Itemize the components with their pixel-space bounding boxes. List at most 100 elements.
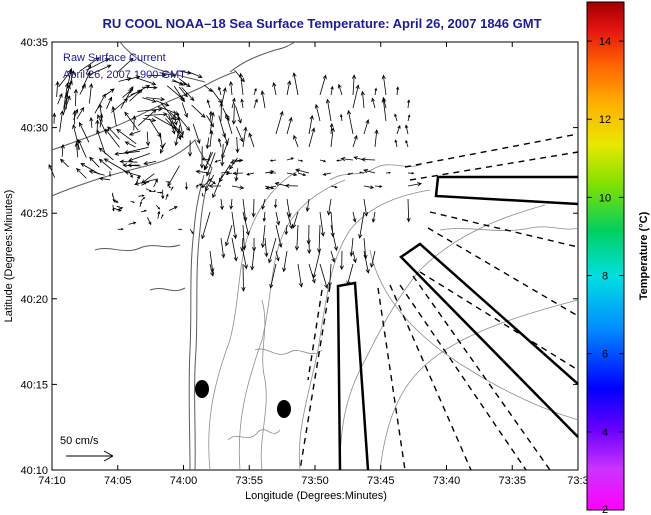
current-vector <box>192 123 201 144</box>
current-vector <box>111 192 114 197</box>
current-vector <box>251 237 257 252</box>
current-vector <box>155 100 170 107</box>
current-vector <box>146 97 166 102</box>
current-vector <box>282 250 288 273</box>
current-vector <box>337 83 343 96</box>
current-vector <box>173 110 191 132</box>
current-vector <box>140 196 146 201</box>
transect-box-middle <box>399 242 579 438</box>
current-vector <box>52 112 57 124</box>
current-vector <box>85 58 110 71</box>
current-vector <box>225 224 233 247</box>
current-vector <box>340 156 354 162</box>
current-vector <box>124 141 136 148</box>
current-vector <box>57 93 63 105</box>
colorbar: 2 4 6 8 10 12 14 Temperature (°C) <box>586 1 650 515</box>
current-vector <box>251 198 256 218</box>
current-vector <box>119 159 138 164</box>
x-tick-label: 74:00 <box>170 475 198 487</box>
current-vector <box>231 185 245 190</box>
current-vector <box>407 99 411 109</box>
current-vector <box>314 103 321 122</box>
current-vector <box>203 152 214 171</box>
current-vector <box>107 126 120 140</box>
current-vector <box>235 126 244 143</box>
current-vector <box>396 124 401 135</box>
current-vector <box>286 198 292 218</box>
current-vector <box>347 109 354 135</box>
current-vector <box>98 176 110 181</box>
y-tick-label: 40:15 <box>20 379 48 391</box>
x-tick-label: 73:40 <box>433 475 461 487</box>
current-vector <box>371 211 376 223</box>
current-vector <box>157 191 163 194</box>
current-vector <box>181 102 189 118</box>
current-vector <box>275 250 280 262</box>
y-tick-label: 40:30 <box>20 123 48 135</box>
map-panel: Raw Surface Current April 26, 2007 1900 … <box>48 41 579 471</box>
current-vector <box>98 103 103 123</box>
current-vector <box>95 119 100 133</box>
current-vector <box>98 158 113 171</box>
current-vector <box>77 138 87 158</box>
current-vector <box>286 211 293 230</box>
current-vector <box>134 178 158 186</box>
current-vector <box>87 64 112 76</box>
current-vector <box>160 102 176 121</box>
current-vector <box>168 114 176 135</box>
current-vector <box>404 124 409 135</box>
current-vector <box>127 163 140 168</box>
current-vector <box>117 228 124 231</box>
current-vector <box>60 143 65 157</box>
station-marker-1 <box>195 380 209 398</box>
current-vector <box>240 237 245 253</box>
current-vector <box>340 113 343 122</box>
current-vector <box>240 98 244 109</box>
current-vector <box>225 172 233 176</box>
current-vector <box>201 211 211 240</box>
y-tick-label: 40:20 <box>20 294 48 306</box>
current-vector <box>319 211 325 237</box>
current-vector <box>104 128 120 148</box>
current-vector <box>381 97 387 122</box>
current-vector <box>106 96 113 109</box>
current-vector <box>173 85 185 103</box>
colorbar-tick-label: 14 <box>599 36 611 48</box>
current-vector <box>374 87 378 96</box>
overlay-line-1: Raw Surface Current <box>63 52 166 64</box>
current-vector <box>147 217 152 226</box>
current-vector <box>73 88 78 107</box>
current-vector <box>116 57 134 74</box>
current-vector <box>262 211 267 223</box>
current-vector <box>170 186 174 191</box>
current-vector <box>261 198 266 210</box>
x-tick-label: 73:35 <box>498 475 526 487</box>
current-vector <box>358 171 365 174</box>
current-vector <box>108 171 112 178</box>
current-vector <box>231 103 236 125</box>
current-vector <box>352 211 357 223</box>
current-vector <box>330 250 336 263</box>
current-vector <box>312 250 321 279</box>
current-vector <box>173 113 178 126</box>
current-vector <box>250 250 255 271</box>
current-vector <box>166 85 185 100</box>
current-vector <box>264 237 269 258</box>
current-vector <box>284 224 289 236</box>
current-vector <box>242 224 247 251</box>
current-vector <box>201 157 211 161</box>
coastline <box>51 41 296 471</box>
current-vector <box>248 132 255 148</box>
current-vector <box>286 172 298 177</box>
current-vector <box>231 237 238 262</box>
current-vector <box>195 169 211 174</box>
current-vector <box>127 84 151 98</box>
current-vector <box>64 80 73 99</box>
current-vector <box>292 72 299 96</box>
current-vector-field <box>48 57 423 292</box>
current-vector <box>308 263 316 284</box>
station-marker-2 <box>277 400 291 418</box>
current-vector <box>405 139 409 148</box>
current-vector <box>329 122 334 135</box>
current-vector <box>268 237 277 264</box>
